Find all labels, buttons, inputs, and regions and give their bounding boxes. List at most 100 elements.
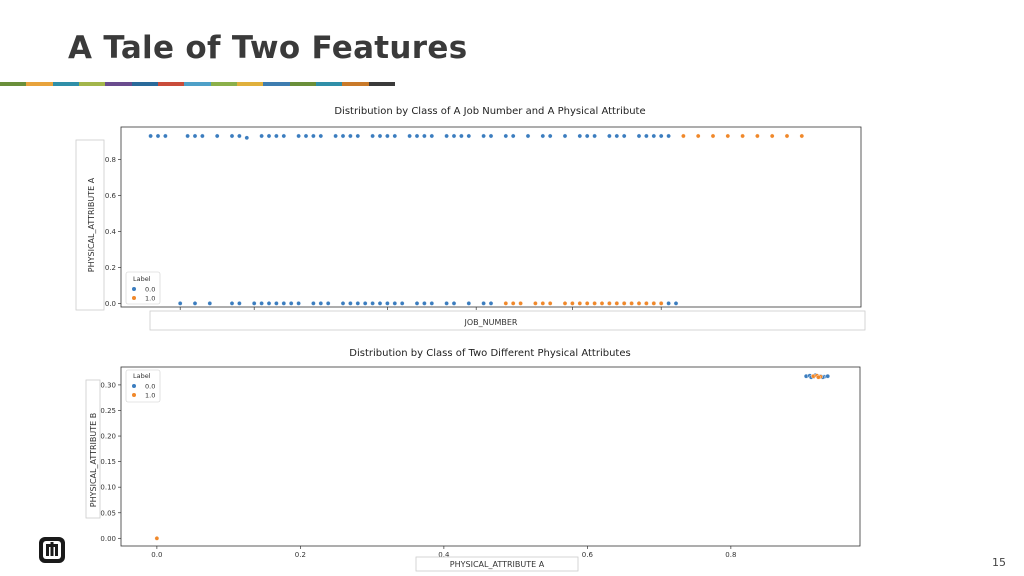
chart-1-point-class-0-0 [481, 301, 486, 306]
chart-1-point-class-0-0 [229, 301, 235, 306]
chart-1-point-class-1-0 [695, 133, 701, 139]
chart-2-point-class-1-0 [154, 536, 160, 541]
chart-1-point-class-0-0 [155, 133, 161, 139]
chart-1-point-class-1-0 [607, 301, 612, 306]
chart-2-ytick-label: 0.25 [100, 407, 116, 415]
title-bar-segment [315, 82, 343, 86]
chart-1-point-class-0-0 [355, 133, 361, 139]
chart-1-point-class-0-0 [163, 133, 168, 139]
title-bar-segment [52, 82, 79, 86]
title-bar-segment [368, 82, 395, 86]
chart-1-point-class-0-0 [377, 133, 383, 139]
chart-2-legend-label-1: 1.0 [145, 392, 155, 400]
chart-2-title: Distribution by Class of Two Different P… [349, 348, 631, 359]
chart-1-xlabel-box [149, 310, 866, 331]
chart-1-point-class-0-0 [385, 133, 390, 139]
chart-1-point-class-0-0 [274, 301, 279, 306]
chart-1-point-class-0-0 [266, 301, 272, 306]
chart-1-point-class-1-0 [755, 133, 760, 139]
chart-1-point-class-0-0 [422, 133, 427, 139]
chart-1-point-class-0-0 [200, 133, 205, 139]
chart-1-point-class-0-0 [333, 133, 338, 139]
chart-1-point-class-0-0 [666, 301, 671, 306]
chart-2-ylabel: PHYSICAL_ATTRIBUTE B [89, 413, 98, 507]
chart-1-point-class-0-0 [244, 135, 250, 141]
chart-1-legend-box [125, 271, 161, 305]
chart-1-point-class-0-0 [281, 301, 287, 306]
chart-1-point-class-0-0 [348, 133, 353, 139]
chart-1-point-class-0-0 [658, 133, 664, 139]
chart-1-point-class-0-0 [288, 301, 294, 306]
chart-1-point-class-0-0 [340, 301, 346, 306]
chart-2-plot-frame [120, 366, 861, 547]
chart-1-point-class-0-0 [355, 301, 361, 306]
chart-1-point-class-1-0 [547, 301, 553, 306]
chart-2-xtick-label: 0.8 [725, 551, 736, 559]
chart-1-point-class-0-0 [318, 133, 324, 139]
chart-2-xtick-label: 0.2 [295, 551, 306, 559]
chart-1-point-class-1-0 [740, 133, 745, 139]
title-bar-segment [105, 82, 132, 86]
chart-1-point-class-0-0 [303, 133, 309, 139]
chart-1-point-class-0-0 [451, 301, 457, 306]
chart-1-point-class-0-0 [340, 133, 346, 139]
chart-1-point-class-0-0 [621, 133, 627, 139]
chart-1-point-class-1-0 [562, 301, 568, 306]
chart-1-point-class-0-0 [466, 301, 472, 306]
chart-1-point-class-1-0 [510, 301, 516, 306]
chart-1-point-class-0-0 [348, 301, 353, 306]
chart-1-point-class-0-0 [370, 301, 375, 306]
chart-1-ylabel-box [75, 139, 105, 311]
chart-1-point-class-0-0 [266, 133, 272, 139]
chart-1-point-class-1-0 [651, 301, 657, 306]
chart-1-point-class-1-0 [570, 301, 575, 306]
chart-2-legend-label-0: 0.0 [145, 383, 155, 391]
chart-1-point-class-1-0 [769, 133, 775, 139]
chart-1-point-class-0-0 [614, 133, 620, 139]
chart-1-ytick-label: 0.0 [105, 300, 116, 308]
chart-2-ytick-label: 0.30 [100, 381, 116, 389]
chart-1-point-class-0-0 [185, 133, 190, 139]
chart-1-point-class-0-0 [148, 133, 153, 139]
slide-title: A Tale of Two Features [68, 30, 468, 66]
chart-1-ytick-label: 0.6 [105, 192, 117, 200]
chart-1-point-class-0-0 [237, 133, 242, 139]
chart-1-point-class-0-0 [429, 133, 435, 139]
chart-1-point-class-1-0 [784, 133, 790, 139]
chart-1-point-class-0-0 [325, 301, 331, 306]
chart-1-point-class-0-0 [429, 301, 435, 306]
chart-1-point-class-0-0 [377, 301, 383, 306]
chart-1-point-class-1-0 [540, 301, 546, 306]
chart-1-point-class-0-0 [444, 301, 449, 306]
chart-1-point-class-1-0 [681, 133, 686, 139]
chart-1-legend-marker-0 [132, 287, 136, 291]
chart-1-plot-frame [120, 126, 862, 308]
chart-1-legend-label-0: 0.0 [145, 286, 155, 294]
chart-1-point-class-0-0 [607, 133, 612, 139]
chart-1-point-class-0-0 [451, 133, 457, 139]
title-bar-segment [78, 82, 106, 86]
chart-1-point-class-0-0 [311, 301, 316, 306]
chart-1-point-class-0-0 [503, 133, 509, 139]
chart-1-ytick-label: 0.2 [105, 264, 116, 272]
title-bar-segment [131, 82, 158, 86]
chart-1-point-class-0-0 [214, 133, 220, 139]
chart-1-point-class-0-0 [414, 133, 420, 139]
chart-1-point-class-0-0 [488, 301, 494, 306]
chart-1-point-class-1-0 [614, 301, 620, 306]
title-bar-segment [26, 82, 53, 86]
chart-1-point-class-0-0 [540, 133, 546, 139]
chart-1-point-class-1-0 [503, 301, 509, 306]
chart-1-point-class-0-0 [644, 133, 649, 139]
chart-1-point-class-0-0 [577, 133, 583, 139]
chart-2-ytick-label: 0.00 [100, 535, 116, 543]
chart-2-xtick-label: 0.4 [438, 551, 450, 559]
chart-1-point-class-1-0 [577, 301, 583, 306]
chart-1-point-class-0-0 [192, 133, 198, 139]
chart-1-point-class-0-0 [259, 301, 264, 306]
chart-1-point-class-1-0 [592, 301, 597, 306]
chart-1-point-class-0-0 [651, 133, 657, 139]
chart-1-point-class-0-0 [407, 133, 412, 139]
title-bar-segment [0, 82, 27, 86]
